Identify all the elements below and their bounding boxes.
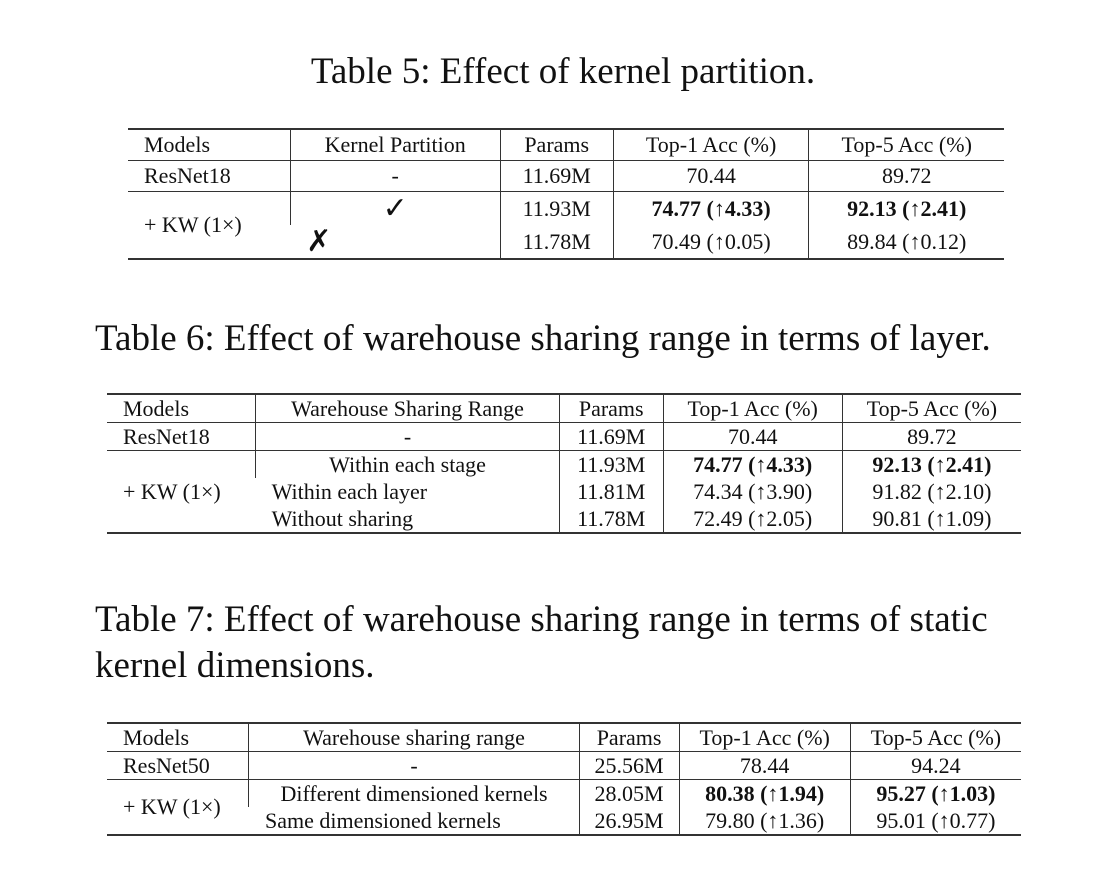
table-row: ✗ 11.78M 70.49 (↑0.05) 89.84 (↑0.12) xyxy=(128,225,1004,259)
header-cell: Warehouse sharing range xyxy=(248,723,580,752)
setting-cell: Within each stage xyxy=(255,450,560,478)
caption-line: kernel dimensions. xyxy=(95,645,375,686)
table6: Models Warehouse Sharing Range Params To… xyxy=(107,393,1021,534)
table7: Models Warehouse sharing range Params To… xyxy=(107,722,1021,836)
header-cell: Models xyxy=(128,129,291,161)
top5-cell: 95.27 (↑1.03) xyxy=(849,779,1021,807)
header-cell: Top-5 Acc (%) xyxy=(849,723,1021,752)
params-cell: 26.95M xyxy=(578,807,680,835)
top5-cell: 89.84 (↑0.12) xyxy=(808,225,1004,259)
header-cell: Params xyxy=(578,723,680,752)
header-cell: Top-5 Acc (%) xyxy=(841,394,1021,423)
top1-cell: 72.49 (↑2.05) xyxy=(662,505,843,533)
top5-value: 92.13 (↑2.41) xyxy=(847,195,967,221)
params-cell: 11.78M xyxy=(558,505,664,533)
header-cell: Kernel Partition xyxy=(289,129,501,161)
top5-value: 92.13 (↑2.41) xyxy=(872,451,992,477)
model-cell: + KW (1×) xyxy=(144,212,242,237)
top1-cell: 79.80 (↑1.36) xyxy=(678,807,851,835)
header-cell: Top-1 Acc (%) xyxy=(612,129,809,161)
top1-cell: 70.49 (↑0.05) xyxy=(612,225,809,259)
header-cell: Top-5 Acc (%) xyxy=(808,129,1004,161)
table-header-row: Models Kernel Partition Params Top-1 Acc… xyxy=(128,129,1004,161)
model-cell: ResNet18 xyxy=(128,160,291,192)
params-cell: 11.93M xyxy=(558,450,664,478)
header-cell: Models xyxy=(107,723,249,752)
top5-value: 95.27 (↑1.03) xyxy=(876,780,996,806)
table-row: ResNet18 - 11.69M 70.44 89.72 xyxy=(107,422,1021,451)
table-row: Same dimensioned kernels 26.95M 79.80 (↑… xyxy=(107,807,1021,835)
top5-cell: 92.13 (↑2.41) xyxy=(841,450,1021,478)
caption-line: Table 7: Effect of warehouse sharing ran… xyxy=(95,599,988,640)
header-cell: Params xyxy=(558,394,664,423)
top5-cell: 95.01 (↑0.77) xyxy=(849,807,1021,835)
top1-cell: 74.77 (↑4.33) xyxy=(662,450,843,478)
top5-cell: 94.24 xyxy=(849,751,1021,780)
setting-cell: Without sharing xyxy=(271,505,414,531)
setting-cell: - xyxy=(248,751,580,780)
params-cell: 11.69M xyxy=(499,160,614,192)
setting-cell: - xyxy=(289,160,501,192)
cross-mark-icon: ✗ xyxy=(306,223,332,259)
top5-cell: 89.72 xyxy=(808,160,1004,192)
table-row: + KW (1×) Within each stage 11.93M 74.77… xyxy=(107,450,1021,502)
top1-cell: 74.34 (↑3.90) xyxy=(662,478,843,505)
table-header-row: Models Warehouse sharing range Params To… xyxy=(107,723,1021,752)
table5: Models Kernel Partition Params Top-1 Acc… xyxy=(128,128,1004,260)
header-cell: Warehouse Sharing Range xyxy=(255,394,560,423)
table-row: Without sharing 11.78M 72.49 (↑2.05) 90.… xyxy=(107,505,1021,533)
setting-cell: Same dimensioned kernels xyxy=(264,807,501,833)
top1-cell: 74.77 (↑4.33) xyxy=(612,191,809,225)
setting-cell: - xyxy=(255,422,560,451)
top5-cell: 90.81 (↑1.09) xyxy=(841,505,1021,533)
params-cell: 11.81M xyxy=(558,478,664,505)
top1-cell: 70.44 xyxy=(662,422,843,451)
model-cell: ResNet18 xyxy=(107,422,256,451)
top1-value: 74.77 (↑4.33) xyxy=(693,451,813,477)
model-cell: + KW (1×) xyxy=(123,794,221,819)
top1-value: 80.38 (↑1.94) xyxy=(705,780,825,806)
params-cell: 11.93M xyxy=(499,191,614,225)
table-row: + KW (1×) ✓ 11.93M 74.77 (↑4.33) 92.13 (… xyxy=(128,191,1004,235)
params-cell: 28.05M xyxy=(578,779,680,807)
top5-cell: 89.72 xyxy=(841,422,1021,451)
top1-cell: 70.44 xyxy=(612,160,809,192)
table-row: ResNet50 - 25.56M 78.44 94.24 xyxy=(107,751,1021,780)
params-cell: 11.69M xyxy=(558,422,664,451)
table7-caption: Table 7: Effect of warehouse sharing ran… xyxy=(95,597,988,689)
table-row: + KW (1×) Different dimensioned kernels … xyxy=(107,779,1021,817)
params-cell: 25.56M xyxy=(578,751,680,780)
model-cell: ResNet50 xyxy=(107,751,249,780)
params-cell: 11.78M xyxy=(499,225,614,259)
top5-cell: 92.13 (↑2.41) xyxy=(808,191,1004,225)
setting-cell: Within each layer xyxy=(271,478,428,504)
top5-cell: 91.82 (↑2.10) xyxy=(841,478,1021,505)
header-cell: Top-1 Acc (%) xyxy=(662,394,843,423)
header-cell: Params xyxy=(499,129,614,161)
model-cell: + KW (1×) xyxy=(123,478,221,504)
top1-value: 74.77 (↑4.33) xyxy=(651,195,771,221)
header-cell: Models xyxy=(107,394,256,423)
check-mark-icon: ✓ xyxy=(289,191,501,225)
table-row: ResNet18 - 11.69M 70.44 89.72 xyxy=(128,160,1004,192)
top1-cell: 80.38 (↑1.94) xyxy=(678,779,851,807)
table-row: Within each layer 11.81M 74.34 (↑3.90) 9… xyxy=(107,478,1021,505)
table5-caption: Table 5: Effect of kernel partition. xyxy=(310,51,816,92)
top1-cell: 78.44 xyxy=(678,751,851,780)
table6-caption: Table 6: Effect of warehouse sharing ran… xyxy=(95,318,991,359)
table-header-row: Models Warehouse Sharing Range Params To… xyxy=(107,394,1021,423)
header-cell: Top-1 Acc (%) xyxy=(678,723,851,752)
setting-cell: Different dimensioned kernels xyxy=(248,779,580,807)
